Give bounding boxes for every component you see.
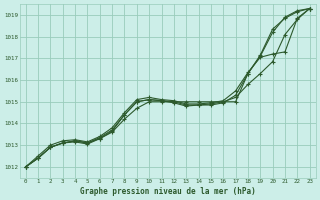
X-axis label: Graphe pression niveau de la mer (hPa): Graphe pression niveau de la mer (hPa) bbox=[80, 187, 256, 196]
